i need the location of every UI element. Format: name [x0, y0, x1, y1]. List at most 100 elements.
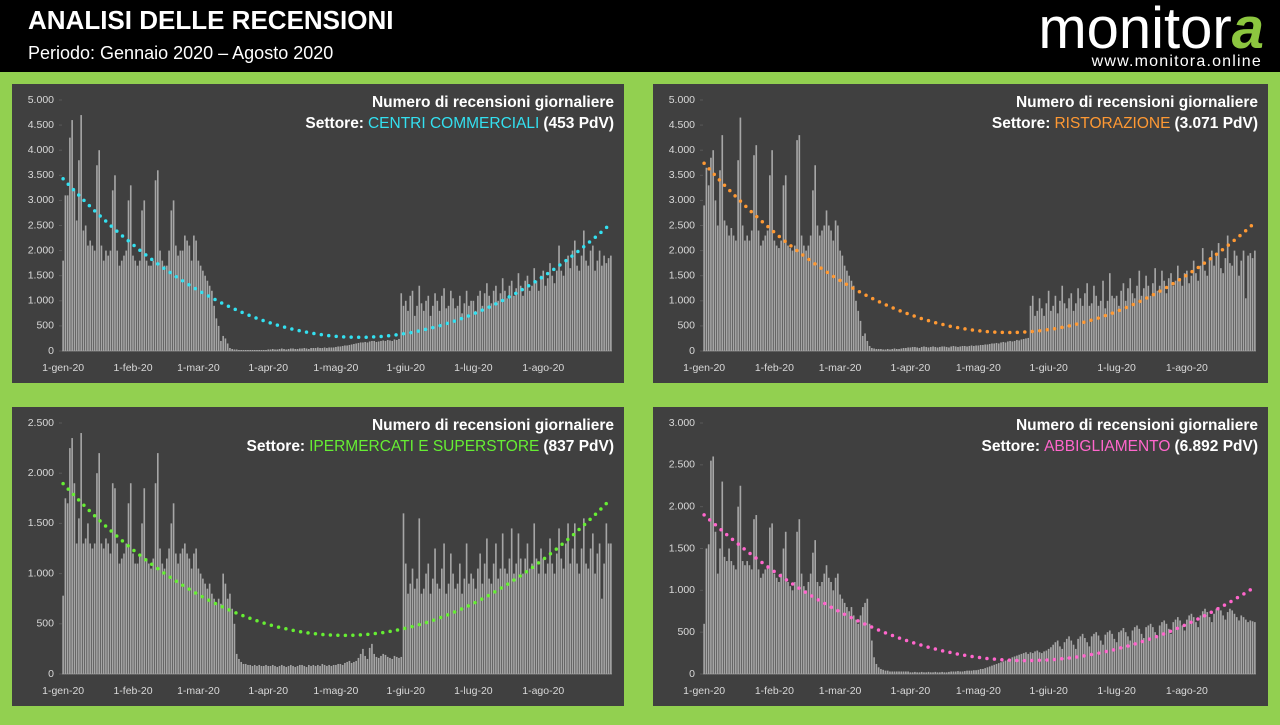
bar — [89, 240, 91, 351]
bar — [762, 573, 764, 674]
bar — [350, 662, 353, 674]
bar — [573, 240, 576, 351]
bar — [156, 453, 159, 674]
x-tick-label: 1-lug-20 — [1097, 685, 1136, 697]
bar — [1118, 632, 1120, 674]
bar — [465, 543, 468, 674]
bar — [213, 598, 215, 674]
bar — [1013, 656, 1016, 674]
x-tick-label: 1-gen-20 — [42, 685, 84, 697]
bar — [1222, 273, 1224, 351]
bar — [1147, 625, 1150, 674]
bar — [441, 295, 443, 351]
bar — [1059, 646, 1061, 674]
bar — [177, 255, 179, 351]
bar — [456, 305, 459, 351]
bar — [1183, 273, 1186, 351]
bar — [197, 568, 200, 674]
bar — [721, 135, 724, 351]
bar — [544, 285, 547, 351]
bar — [152, 260, 155, 351]
bar — [73, 190, 76, 351]
bar — [1120, 290, 1122, 351]
bar — [995, 663, 998, 674]
bar — [438, 588, 441, 674]
bar — [787, 245, 789, 351]
bar — [936, 347, 939, 351]
bar — [929, 346, 932, 351]
bar — [269, 665, 272, 674]
bar — [984, 668, 986, 674]
bar — [84, 538, 87, 674]
bar — [920, 346, 923, 351]
bar — [1242, 617, 1245, 674]
bar — [504, 290, 506, 351]
bar — [420, 303, 423, 351]
bar — [508, 285, 511, 351]
bar — [837, 573, 839, 674]
y-tick-label: 4.500 — [669, 119, 695, 131]
bar — [1068, 636, 1070, 674]
bar — [438, 310, 441, 351]
bar — [719, 548, 721, 674]
bar — [497, 578, 499, 674]
bar — [1188, 615, 1190, 674]
bar — [384, 340, 387, 351]
x-tick-label: 1-apr-20 — [248, 362, 288, 374]
bar — [488, 578, 490, 674]
bar — [479, 553, 481, 674]
bar — [834, 577, 837, 674]
bar — [461, 313, 463, 351]
bar — [932, 672, 934, 674]
bar — [1025, 652, 1027, 674]
bar — [447, 305, 450, 351]
bar — [247, 664, 249, 674]
bar — [719, 170, 721, 351]
bar — [513, 295, 515, 351]
bar — [373, 340, 376, 351]
bar — [558, 528, 560, 674]
bar — [380, 655, 382, 674]
bar — [961, 671, 964, 674]
bar — [805, 590, 807, 674]
bar — [393, 339, 396, 351]
bar — [217, 598, 220, 674]
bar — [262, 349, 265, 351]
bar — [519, 285, 522, 351]
bar — [1079, 636, 1082, 674]
bar — [773, 240, 776, 351]
bar — [217, 325, 220, 351]
bar — [260, 665, 263, 674]
bar — [199, 573, 202, 674]
bar — [1231, 265, 1234, 351]
y-tick-label: 0 — [48, 345, 54, 357]
bar — [114, 488, 116, 674]
bar — [1251, 258, 1254, 351]
bar — [852, 615, 855, 674]
bar — [889, 671, 891, 674]
bar — [546, 278, 549, 351]
bar — [303, 347, 306, 351]
bar — [905, 347, 907, 351]
bar — [1210, 250, 1213, 351]
bar — [456, 583, 459, 674]
bar — [551, 275, 554, 351]
bar — [233, 623, 236, 674]
bar — [1215, 255, 1218, 351]
bar — [319, 665, 321, 674]
bar — [607, 543, 610, 674]
bar — [907, 347, 909, 351]
bar — [332, 347, 335, 351]
bar — [816, 581, 819, 674]
bar — [524, 558, 527, 674]
bar — [993, 664, 996, 674]
bar — [950, 346, 952, 351]
x-tick-label: 1-lug-20 — [454, 685, 493, 697]
bar — [188, 558, 191, 674]
bar — [1104, 308, 1107, 351]
bar — [1106, 300, 1109, 351]
bar — [1158, 625, 1161, 674]
bar — [513, 573, 515, 674]
bar — [1254, 622, 1256, 674]
bar — [803, 245, 805, 351]
